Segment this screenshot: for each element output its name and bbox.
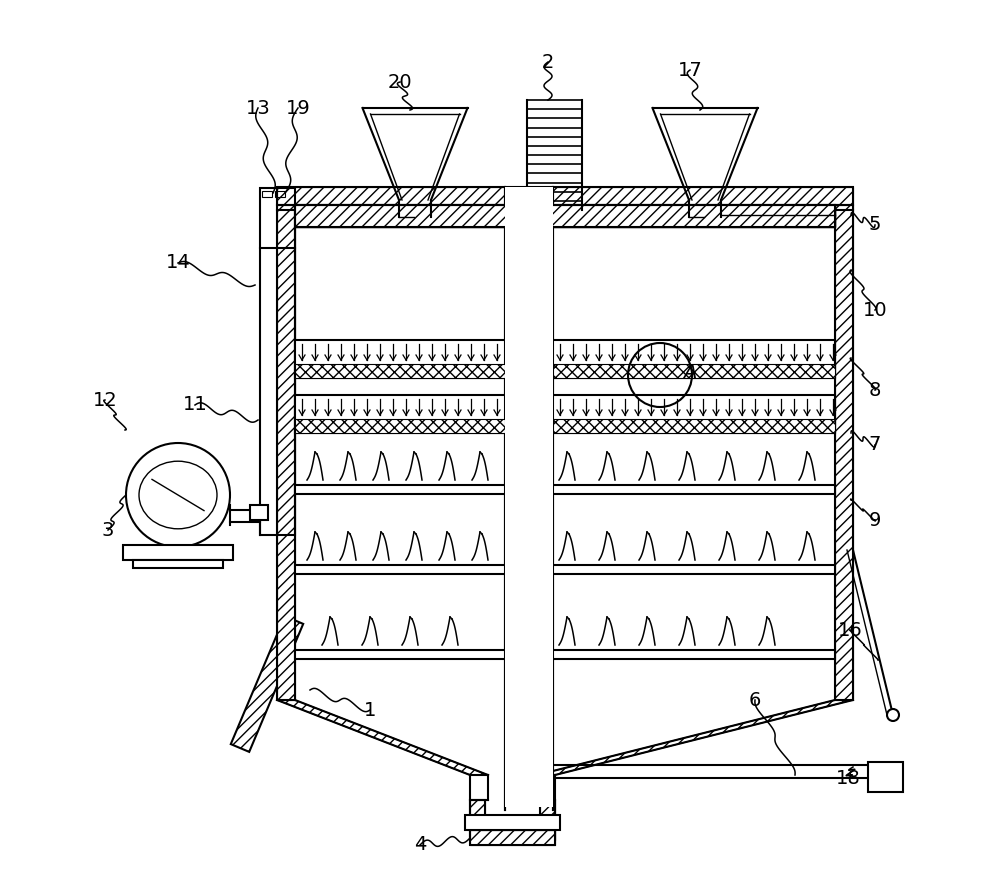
Text: 12: 12 xyxy=(93,391,117,409)
Bar xyxy=(553,395,835,433)
Text: 14: 14 xyxy=(166,253,190,272)
Text: 2: 2 xyxy=(542,53,554,72)
Circle shape xyxy=(887,709,899,721)
Text: 5: 5 xyxy=(869,215,881,235)
Bar xyxy=(295,419,505,433)
Bar xyxy=(553,419,835,433)
Bar xyxy=(295,205,835,227)
Bar xyxy=(470,830,555,845)
Bar xyxy=(470,800,485,840)
Circle shape xyxy=(126,443,230,547)
Bar xyxy=(465,815,560,830)
Bar xyxy=(260,188,295,535)
Bar xyxy=(262,191,272,197)
Text: 3: 3 xyxy=(102,520,114,540)
Bar xyxy=(250,505,268,520)
Text: 7: 7 xyxy=(869,435,881,455)
Text: 16: 16 xyxy=(838,620,862,639)
Text: 10: 10 xyxy=(863,300,887,320)
Text: 17: 17 xyxy=(678,60,702,80)
Bar xyxy=(540,800,555,840)
Bar xyxy=(295,565,505,574)
Text: 4: 4 xyxy=(414,836,426,854)
Bar xyxy=(553,340,835,378)
Bar xyxy=(123,545,233,560)
Bar xyxy=(835,205,853,700)
Bar xyxy=(133,560,223,568)
Bar xyxy=(540,800,555,840)
Bar xyxy=(553,565,835,574)
Bar xyxy=(277,187,853,205)
Bar xyxy=(295,340,505,378)
Text: 19: 19 xyxy=(286,98,310,117)
Text: 9: 9 xyxy=(869,511,881,529)
Text: 6: 6 xyxy=(749,690,761,710)
Bar xyxy=(553,650,835,659)
Polygon shape xyxy=(277,700,488,775)
Text: 20: 20 xyxy=(388,73,412,91)
Bar xyxy=(295,485,505,494)
Bar xyxy=(553,364,835,378)
Bar xyxy=(553,485,835,494)
Bar xyxy=(277,205,295,700)
Bar xyxy=(295,650,505,659)
Polygon shape xyxy=(231,616,303,752)
Bar xyxy=(295,205,835,227)
Bar xyxy=(295,395,505,433)
Bar xyxy=(277,187,853,205)
Text: 18: 18 xyxy=(836,768,860,788)
Text: 8: 8 xyxy=(869,380,881,399)
Bar xyxy=(470,800,485,840)
Bar xyxy=(868,762,903,792)
Text: 1: 1 xyxy=(364,701,376,719)
Bar xyxy=(275,191,285,197)
Bar xyxy=(835,205,853,700)
Text: A: A xyxy=(683,363,697,382)
Bar xyxy=(505,187,553,807)
Bar xyxy=(470,830,555,845)
Bar xyxy=(295,205,835,227)
Text: 13: 13 xyxy=(246,98,270,117)
Polygon shape xyxy=(537,700,853,775)
Bar xyxy=(277,205,295,700)
Bar xyxy=(295,364,505,378)
Text: 11: 11 xyxy=(183,395,207,414)
